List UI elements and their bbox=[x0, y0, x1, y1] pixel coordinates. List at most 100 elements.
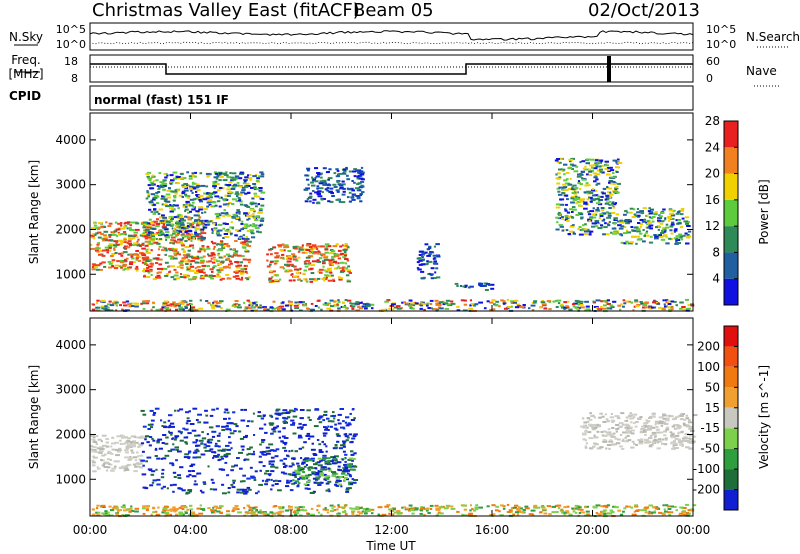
echo-cell bbox=[164, 221, 169, 224]
echo-cell bbox=[307, 255, 313, 258]
echo-cell bbox=[657, 220, 660, 223]
echo-cell bbox=[356, 177, 361, 180]
echo-cell bbox=[185, 492, 189, 495]
echo-cell bbox=[605, 447, 608, 450]
echo-cell bbox=[690, 430, 695, 432]
echo-cell bbox=[239, 488, 244, 491]
echo-cell bbox=[163, 421, 167, 424]
echo-cell bbox=[316, 185, 320, 188]
echo-cell bbox=[340, 472, 346, 475]
echo-cell bbox=[303, 441, 307, 444]
echo-cell bbox=[664, 305, 668, 308]
echo-cell bbox=[162, 246, 165, 249]
echo-cell bbox=[364, 512, 368, 515]
echo-cell bbox=[329, 425, 333, 428]
echo-cell bbox=[228, 422, 233, 425]
x-tick-label: 16:00 bbox=[475, 523, 510, 537]
echo-cell bbox=[340, 252, 344, 255]
echo-cell bbox=[224, 194, 227, 197]
echo-cell bbox=[282, 427, 286, 430]
echo-cell bbox=[625, 505, 629, 508]
echo-cell bbox=[160, 476, 165, 479]
echo-cell bbox=[223, 411, 226, 414]
echo-cell bbox=[155, 308, 161, 311]
echo-cell bbox=[131, 305, 135, 307]
echo-cell bbox=[663, 303, 666, 306]
echo-cell bbox=[292, 479, 295, 482]
echo-cell bbox=[331, 195, 335, 197]
echo-cell bbox=[347, 265, 350, 268]
echo-cell bbox=[662, 208, 666, 211]
echo-cell bbox=[221, 483, 225, 486]
echo-cell bbox=[603, 304, 607, 307]
echo-cell bbox=[571, 303, 575, 306]
echo-cell bbox=[560, 158, 563, 161]
echo-cell bbox=[302, 509, 308, 512]
echo-cell bbox=[283, 246, 288, 249]
echo-cell bbox=[303, 475, 307, 478]
echo-cell bbox=[595, 183, 598, 186]
echo-cell bbox=[143, 274, 146, 277]
echo-cell bbox=[566, 211, 571, 214]
echo-cell bbox=[163, 228, 166, 231]
echo-cell bbox=[241, 448, 245, 451]
echo-cell bbox=[571, 507, 574, 510]
echo-cell bbox=[178, 308, 184, 311]
echo-cell bbox=[275, 254, 281, 257]
echo-cell bbox=[166, 224, 171, 227]
echo-cell bbox=[115, 234, 119, 237]
echo-cell bbox=[586, 198, 590, 201]
echo-cell bbox=[568, 216, 572, 219]
echo-cell bbox=[236, 211, 240, 214]
echo-cell bbox=[166, 509, 170, 512]
echo-cell bbox=[574, 299, 579, 302]
echo-cell bbox=[186, 196, 190, 199]
echo-cell bbox=[352, 435, 357, 438]
echo-cell bbox=[209, 488, 213, 491]
echo-cell bbox=[91, 508, 95, 511]
echo-cell bbox=[653, 510, 656, 513]
echo-cell bbox=[105, 511, 110, 514]
echo-cell bbox=[260, 217, 265, 220]
echo-cell bbox=[205, 445, 211, 448]
echo-cell bbox=[100, 440, 103, 443]
echo-cell bbox=[621, 221, 625, 224]
echo-cell bbox=[252, 223, 255, 225]
echo-cell bbox=[322, 454, 327, 457]
echo-cell bbox=[673, 237, 677, 240]
echo-cell bbox=[307, 437, 311, 440]
echo-cell bbox=[90, 434, 95, 437]
echo-cell bbox=[225, 308, 231, 311]
echo-cell bbox=[381, 308, 387, 311]
echo-cell bbox=[673, 300, 677, 303]
echo-cell bbox=[303, 269, 308, 272]
echo-cell bbox=[483, 307, 487, 310]
echo-cell bbox=[91, 268, 96, 271]
echo-cell bbox=[333, 261, 338, 264]
echo-cell bbox=[228, 441, 232, 444]
echo-cell bbox=[151, 437, 154, 440]
echo-cell bbox=[557, 507, 561, 510]
echo-cell bbox=[111, 253, 116, 255]
echo-cell bbox=[611, 211, 616, 214]
echo-cell bbox=[310, 448, 316, 451]
echo-cell bbox=[596, 210, 601, 212]
echo-cell bbox=[388, 508, 393, 511]
echo-cell bbox=[648, 510, 651, 513]
echo-cell bbox=[590, 158, 595, 161]
echo-cell bbox=[191, 470, 195, 472]
echo-cell bbox=[316, 248, 319, 250]
echo-cell bbox=[333, 267, 337, 270]
echo-cell bbox=[123, 237, 127, 240]
echo-cell bbox=[572, 224, 575, 227]
echo-cell bbox=[570, 188, 575, 191]
echo-cell bbox=[657, 219, 661, 222]
echo-cell bbox=[127, 266, 132, 269]
echo-cell bbox=[119, 442, 122, 445]
echo-cell bbox=[344, 477, 348, 479]
echo-cell bbox=[157, 191, 161, 193]
echo-cell bbox=[559, 225, 564, 228]
echo-cell bbox=[428, 247, 432, 250]
echo-cell bbox=[302, 424, 306, 426]
echo-cell bbox=[306, 169, 310, 172]
